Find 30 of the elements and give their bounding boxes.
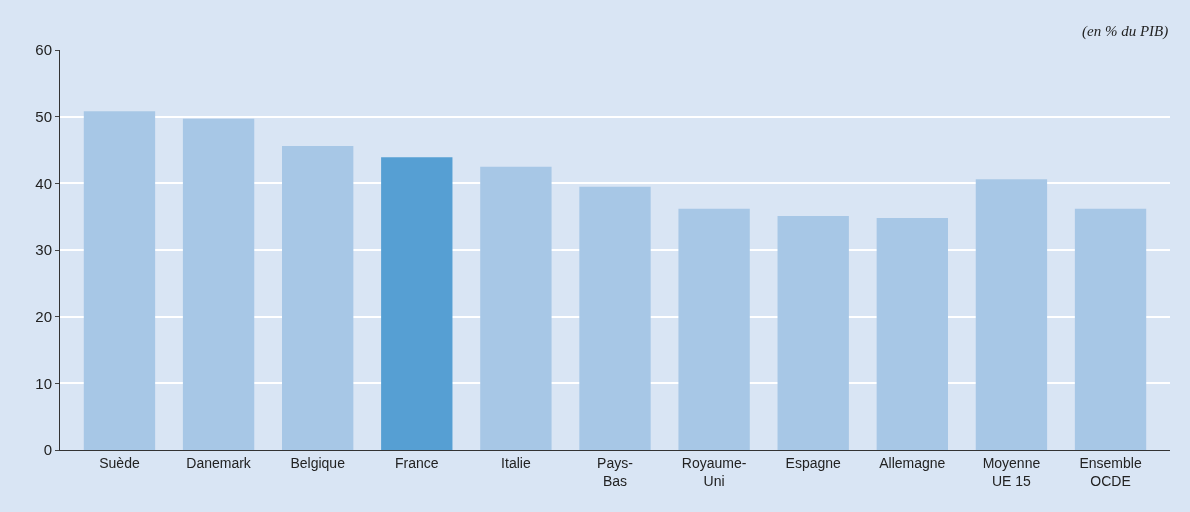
bar (1074, 208, 1147, 450)
x-tick-label: Danemark (186, 454, 252, 471)
y-tick-label: 40 (35, 174, 52, 192)
text: (en % du PIB) (1082, 23, 1169, 40)
y-tick-label: 60 (35, 41, 52, 59)
x-tick-label: Moyenne UE 15 (982, 454, 1041, 489)
bar (182, 118, 255, 450)
bar (876, 218, 948, 450)
y-tick-label: 10 (35, 374, 52, 392)
bar (579, 186, 651, 450)
bar (678, 208, 750, 450)
y-tick-label: 30 (35, 241, 52, 259)
y-tick-label: 20 (35, 307, 52, 325)
y-tick-label: 0 (43, 441, 52, 459)
bar (83, 111, 156, 450)
x-tick-label: Italie (501, 454, 531, 471)
x-tick-label: Allemagne (879, 454, 946, 471)
x-tick-label: Royaume- Uni (681, 454, 747, 489)
x-tick-label: Pays- Bas (597, 454, 634, 489)
x-tick-label: Suède (99, 454, 140, 471)
bar (975, 179, 1048, 450)
x-tick-label: France (395, 454, 439, 471)
bar (480, 166, 552, 450)
x-tick-label: Belgique (290, 454, 346, 471)
bar (282, 146, 354, 450)
bar (381, 157, 453, 450)
y-tick-label: 50 (35, 107, 52, 125)
x-tick-label: Espagne (785, 454, 842, 471)
x-tick-label: Ensemble OCDE (1079, 454, 1142, 489)
bar (777, 216, 849, 450)
